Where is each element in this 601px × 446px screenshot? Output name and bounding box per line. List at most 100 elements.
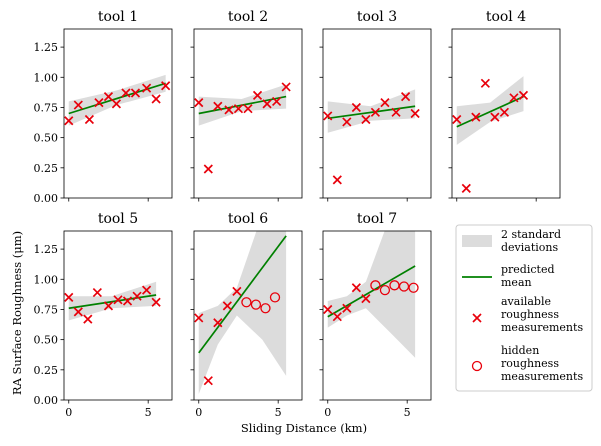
available-point-tool-2-3 [213, 101, 223, 111]
axes-frame-tool-5 [63, 230, 173, 401]
band-tool-1 [68, 74, 166, 126]
available-point-tool-1-7 [121, 88, 131, 98]
available-point-tool-1-2 [73, 100, 83, 110]
axes-frame-tool-2 [193, 28, 303, 199]
hidden-point-tool-6-2 [250, 299, 262, 310]
xtick-label-tool-5-0: 0 [65, 406, 72, 419]
mean-line-tool-4 [456, 95, 524, 128]
available-point-tool-2-8 [262, 99, 272, 109]
available-point-tool-3-3 [342, 117, 352, 127]
legend-frame [455, 224, 593, 392]
available-point-tool-6-3 [213, 318, 223, 328]
available-point-tool-3-2 [332, 175, 342, 185]
available-point-tool-3-5 [361, 114, 371, 125]
available-point-tool-1-3 [84, 114, 95, 125]
available-point-tool-7-3 [342, 303, 352, 313]
panel-tool-7: tool 7 0 5 [319, 211, 432, 419]
panel-tool-3: tool 3 [319, 9, 432, 202]
panels: tool 1 0.00 0.25 0.50 0.75 1.00 1.25 tool 2 tool… [34, 9, 561, 419]
xtick-label-tool-7-1: 5 [404, 406, 411, 419]
legend-available-label-1: available [501, 295, 551, 308]
available-point-tool-6-1 [194, 313, 204, 323]
ytick-label-tool-1-4: 1.00 [34, 71, 59, 84]
legend-available-marker [472, 313, 482, 323]
available-point-tool-3-4 [351, 102, 361, 113]
available-point-tool-6-4 [222, 301, 232, 311]
hidden-point-tool-7-2 [379, 284, 391, 296]
legend-mean-label-2: mean [501, 276, 532, 289]
available-point-tool-4-8 [518, 90, 529, 100]
axes-frame-tool-6 [193, 230, 303, 401]
available-point-tool-2-5 [233, 104, 244, 114]
mean-line-tool-3 [327, 105, 416, 120]
legend-hidden-label-3: measurements [501, 370, 583, 383]
mean-line-tool-6 [198, 235, 287, 354]
hidden-point-tool-7-1 [370, 280, 381, 291]
available-point-tool-5-4 [92, 287, 102, 298]
available-point-tool-5-1 [64, 292, 74, 302]
available-point-tool-3-8 [391, 107, 401, 117]
available-point-tool-4-3 [471, 112, 481, 122]
available-point-tool-7-5 [361, 293, 371, 304]
ytick-label-tool-5-1: 0.25 [34, 364, 59, 377]
available-point-tool-1-8 [130, 88, 141, 98]
xtick-label-tool-7-0: 0 [324, 406, 331, 419]
available-point-tool-1-4 [94, 98, 104, 108]
legend-hidden-label-2: roughness [501, 357, 559, 370]
available-point-tool-4-6 [499, 107, 510, 117]
hidden-point-tool-7-3 [389, 280, 400, 291]
available-point-tool-5-9 [141, 285, 152, 295]
hidden-point-tool-6-3 [260, 303, 271, 314]
ytick-label-tool-1-2: 0.50 [34, 132, 59, 145]
available-point-tool-5-5 [103, 301, 114, 311]
band-tool-6 [198, 231, 287, 394]
available-point-tool-2-4 [224, 105, 234, 115]
available-point-tool-5-10 [151, 297, 161, 307]
ytick-label-tool-5-2: 0.50 [34, 334, 59, 347]
available-point-tool-3-10 [410, 108, 420, 119]
available-point-tool-1-5 [103, 91, 114, 102]
panel-title-tool-3: tool 3 [357, 9, 397, 25]
axes-frame-tool-3 [322, 28, 432, 199]
available-point-tool-6-5 [232, 286, 242, 296]
xtick-label-tool-5-1: 5 [145, 406, 152, 419]
y-axis-label: RA Surface Roughness (μm) [10, 231, 24, 395]
available-point-tool-1-6 [111, 99, 122, 109]
panel-tool-2: tool 2 [190, 9, 303, 202]
available-point-tool-3-9 [400, 91, 411, 102]
panel-title-tool-6: tool 6 [228, 211, 268, 227]
axes-frame-tool-1 [63, 28, 173, 199]
hidden-point-tool-7-5 [408, 282, 419, 293]
available-point-tool-7-2 [332, 312, 342, 322]
ytick-label-tool-1-0: 0.00 [34, 192, 59, 205]
panel-tool-6: tool 6 0 5 [190, 211, 303, 419]
legend-band-label-2: deviations [501, 241, 558, 254]
ytick-label-tool-5-4: 1.00 [34, 273, 59, 286]
available-point-tool-3-6 [370, 107, 381, 117]
mean-line-tool-5 [68, 294, 157, 310]
available-point-tool-5-7 [122, 296, 133, 306]
available-point-tool-2-1 [194, 98, 204, 108]
available-point-tool-5-6 [113, 295, 123, 305]
band-tool-4 [456, 76, 524, 145]
ytick-label-tool-1-5: 1.25 [34, 41, 59, 54]
hidden-point-tool-6-4 [269, 292, 281, 303]
ytick-label-tool-5-3: 0.75 [34, 303, 59, 316]
band-tool-7 [327, 231, 416, 358]
available-point-tool-6-2 [203, 376, 213, 386]
panel-title-tool-4: tool 4 [486, 9, 526, 25]
ytick-label-tool-1-3: 0.75 [34, 101, 59, 114]
panel-tool-4: tool 4 [448, 9, 561, 202]
available-point-tool-7-4 [351, 283, 361, 293]
available-point-tool-4-4 [480, 78, 490, 88]
available-point-tool-1-9 [141, 83, 152, 93]
legend-band-label-1: 2 standard [501, 228, 561, 241]
panel-title-tool-7: tool 7 [357, 211, 397, 227]
panel-title-tool-1: tool 1 [98, 9, 138, 25]
hidden-point-tool-7-4 [398, 281, 410, 292]
available-point-tool-1-1 [64, 116, 74, 126]
ytick-label-tool-1-1: 0.25 [34, 162, 59, 175]
legend-mean-label-1: predicted [501, 263, 555, 276]
available-point-tool-5-3 [83, 314, 93, 324]
